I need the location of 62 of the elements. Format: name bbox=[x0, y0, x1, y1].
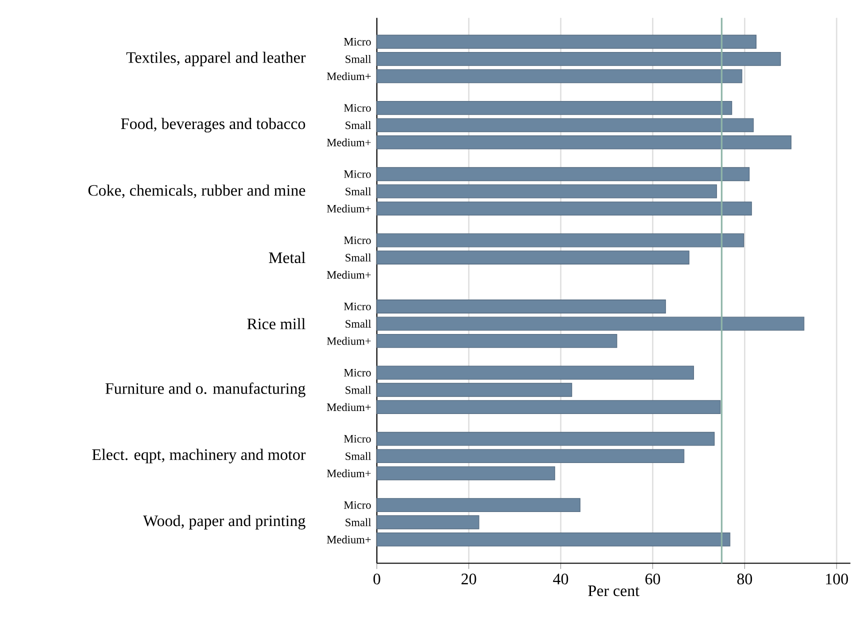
text: Small bbox=[346, 518, 372, 526]
y-tick-label: Textiles, apparel and leather bbox=[126, 52, 306, 66]
y-tick-label: Elect. eqpt, machinery and motor bbox=[92, 448, 306, 464]
bar bbox=[376, 466, 556, 480]
text: Micro bbox=[344, 302, 371, 310]
x-axis-title: Per cent bbox=[588, 586, 640, 596]
bar bbox=[376, 118, 754, 132]
y-tick-label: Coke, chemicals, rubber and mine bbox=[88, 184, 306, 198]
text: Small bbox=[346, 452, 372, 460]
text: Medium+ bbox=[326, 469, 371, 478]
text: Small bbox=[346, 320, 372, 328]
bar bbox=[376, 366, 694, 380]
x-tick-label: 80 bbox=[737, 574, 752, 584]
bar bbox=[376, 498, 580, 512]
text: Medium+ bbox=[326, 336, 371, 345]
bar bbox=[376, 202, 752, 216]
bar bbox=[376, 382, 572, 397]
text: Small bbox=[346, 187, 372, 196]
text: Micro bbox=[344, 236, 371, 244]
text: Micro bbox=[344, 435, 371, 443]
bar bbox=[376, 334, 618, 348]
x-tick-label: 20 bbox=[462, 574, 476, 584]
bar bbox=[376, 400, 721, 414]
text: Medium+ bbox=[326, 535, 371, 544]
y-tick-label: Food, beverages and tobacco bbox=[121, 118, 306, 132]
text: Micro bbox=[344, 368, 371, 376]
bar bbox=[376, 100, 732, 115]
bar bbox=[376, 233, 744, 248]
text: Small bbox=[346, 253, 372, 262]
y-tick-label: Furniture and o. manufacturing bbox=[105, 382, 306, 398]
bar bbox=[376, 432, 715, 446]
text: Medium+ bbox=[326, 403, 371, 412]
text: Micro bbox=[344, 501, 371, 509]
bar bbox=[376, 449, 684, 463]
text: Medium+ bbox=[326, 138, 371, 146]
series-label: Medium+ bbox=[326, 72, 371, 80]
series-label: Small bbox=[346, 54, 372, 63]
x-tick-label: 0 bbox=[373, 574, 380, 584]
bar bbox=[376, 52, 781, 66]
bar bbox=[376, 135, 792, 150]
bar bbox=[376, 167, 750, 182]
x-tick-label: 40 bbox=[553, 574, 568, 584]
bar bbox=[376, 34, 756, 49]
bar bbox=[376, 299, 666, 314]
text: Small bbox=[346, 121, 372, 130]
series-label: Micro bbox=[344, 38, 371, 46]
bar bbox=[376, 250, 690, 264]
bar bbox=[376, 69, 742, 84]
bar bbox=[376, 316, 804, 331]
text: Medium+ bbox=[326, 204, 371, 212]
y-tick-label: Rice mill bbox=[247, 318, 306, 330]
x-tick-label: 60 bbox=[645, 574, 660, 584]
bar bbox=[376, 515, 480, 530]
bar bbox=[376, 184, 717, 198]
text: Small bbox=[346, 386, 372, 394]
y-tick-label: Wood, paper and printing bbox=[143, 514, 306, 530]
text: Medium+ bbox=[326, 270, 371, 279]
text: Micro bbox=[344, 170, 371, 178]
x-tick-label: 100 bbox=[826, 574, 848, 584]
y-tick-label: Metal bbox=[268, 252, 306, 264]
text: Micro bbox=[344, 104, 371, 112]
bar bbox=[376, 532, 730, 546]
